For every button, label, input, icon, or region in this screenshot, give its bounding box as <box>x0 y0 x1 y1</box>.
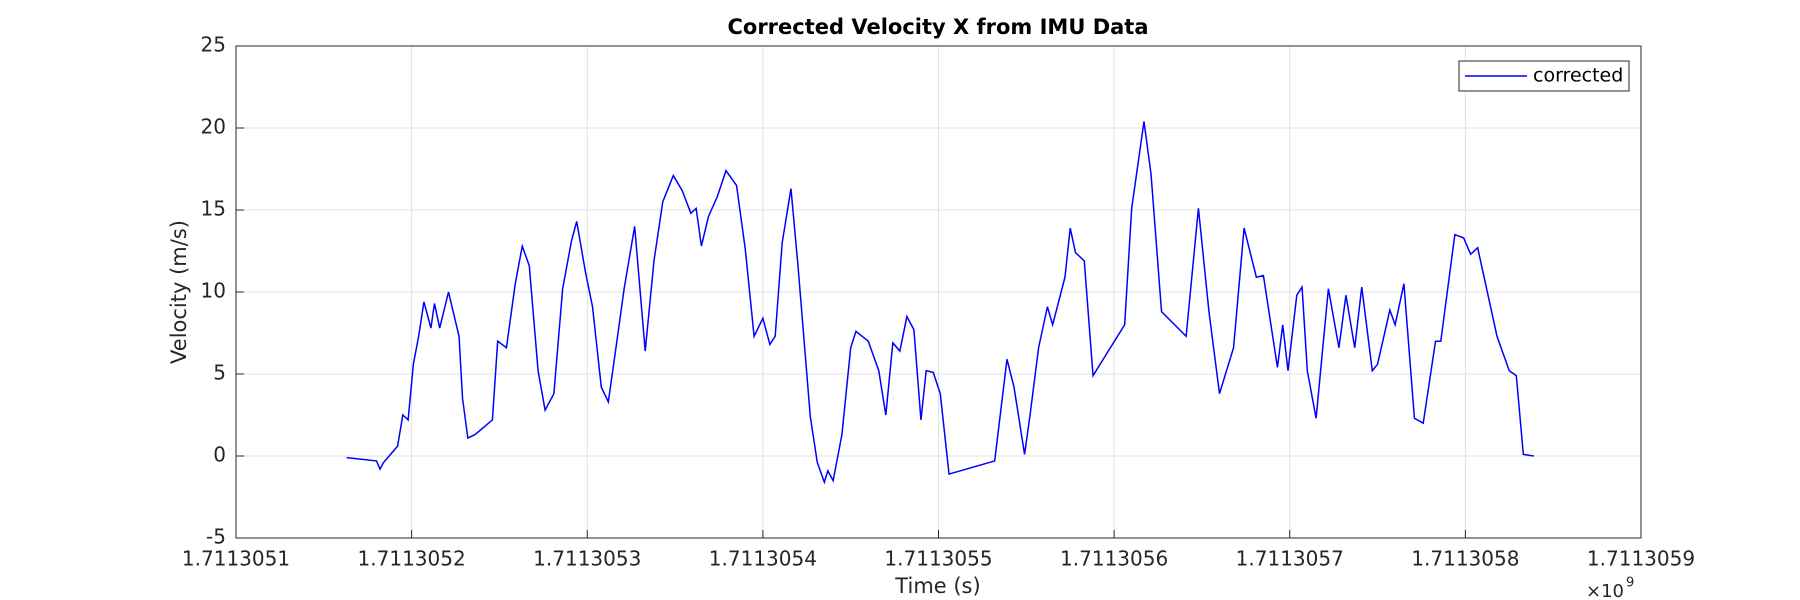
y-tick-label: 25 <box>201 33 226 57</box>
x-tick-label: 1.7113057 <box>1236 547 1344 571</box>
y-tick-label: 15 <box>201 197 226 221</box>
x-tick-label: 1.7113052 <box>358 547 466 571</box>
x-axis-label: Time (s) <box>894 574 980 598</box>
data-line <box>346 121 1534 485</box>
chart-title: Corrected Velocity X from IMU Data <box>727 15 1148 39</box>
x-tick-label: 1.7113056 <box>1060 547 1168 571</box>
plot-frame <box>235 45 1642 539</box>
x-tick-label: 1.7113051 <box>182 547 290 571</box>
y-tick-label: 10 <box>201 279 226 303</box>
legend-label: corrected <box>1533 65 1623 87</box>
y-tick-label: 0 <box>213 443 226 467</box>
y-tick-label: 20 <box>201 115 226 139</box>
y-tick-label: -5 <box>206 525 226 549</box>
y-axis-label: Velocity (m/s) <box>167 220 191 364</box>
x-tick-label: 1.7113059 <box>1587 547 1695 571</box>
x-scale-exponent: 9 <box>1626 576 1634 591</box>
x-scale-label: ×10 <box>1586 581 1624 600</box>
x-tick-label: 1.7113054 <box>709 547 817 571</box>
y-tick-label: 5 <box>213 361 226 385</box>
x-tick-label: 1.7113058 <box>1411 547 1519 571</box>
x-tick-label: 1.7113055 <box>884 547 992 571</box>
x-tick-label: 1.7113053 <box>533 547 641 571</box>
